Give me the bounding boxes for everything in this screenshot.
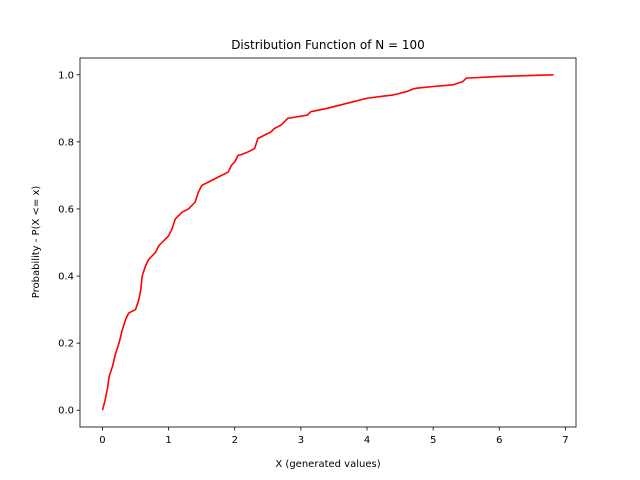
series-line xyxy=(101,73,554,411)
x-tick-label: 7 xyxy=(562,435,568,446)
y-tick-label: 0.8 xyxy=(58,137,74,148)
y-tick-label: 0.4 xyxy=(58,272,74,283)
axes-frame xyxy=(79,57,577,428)
x-tick-label: 6 xyxy=(496,435,502,446)
y-tick-label: 0.6 xyxy=(58,204,74,215)
y-axis: 0.0 0.2 0.4 0.6 0.8 1.0 xyxy=(58,70,80,417)
x-tick-label: 1 xyxy=(165,435,171,446)
y-tick-label: 0.2 xyxy=(58,339,74,350)
x-tick-label: 0 xyxy=(99,435,105,446)
x-tick-label: 4 xyxy=(364,435,370,446)
plot-area: 0 1 2 3 4 5 6 7 0.0 0.2 0.4 0.6 0.8 1.0 xyxy=(58,57,577,446)
x-tick-label: 3 xyxy=(298,435,304,446)
x-tick-label: 5 xyxy=(430,435,436,446)
chart-title: Distribution Function of N = 100 xyxy=(231,38,425,52)
y-axis-label: Probability - P(X <= x) xyxy=(31,186,42,299)
y-tick-label: 0.0 xyxy=(58,406,74,417)
x-axis: 0 1 2 3 4 5 6 7 xyxy=(99,427,569,446)
x-axis-label: X (generated values) xyxy=(275,459,380,470)
y-tick-label: 1.0 xyxy=(58,70,74,81)
x-tick-label: 2 xyxy=(232,435,238,446)
